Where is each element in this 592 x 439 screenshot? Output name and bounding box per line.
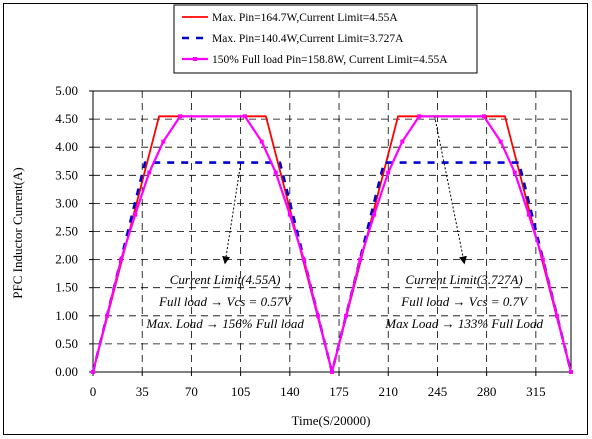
x-tick-label: 315 [526,384,546,399]
series-point [498,139,503,144]
series-point [273,170,278,175]
y-tick-label: 3.50 [55,167,78,182]
series-point [259,139,264,144]
x-tick-label: 140 [280,384,300,399]
y-tick-label: 5.00 [55,83,78,98]
series-point [400,139,405,144]
annotation-text: Max. Load → 156% Full load [145,316,304,331]
series-point [372,212,377,217]
x-tick-label: 70 [185,384,198,399]
y-tick-label: 1.00 [55,308,78,323]
series-lines [91,114,573,374]
series-point [105,313,110,318]
annotation-text: Full load → Vcs = 0.57V [158,294,293,309]
legend-label: Max. Pin=164.7W,Current Limit=4.55A [212,12,398,24]
series-line-2 [91,161,573,374]
series-point [526,212,531,217]
series-point [242,114,247,119]
annotation-text: Full load → Vcs = 0.7V [400,294,529,309]
annotation-text: Current Limit(3.727A) [406,272,523,287]
legend: Max. Pin=164.7W,Current Limit=4.55A Max. … [173,4,478,74]
x-tick-label: 245 [428,384,448,399]
gridlines [93,91,571,372]
legend-label: Max. Pin=140.4W,Current Limit=3.727A [212,33,404,45]
legend-box [173,4,478,74]
y-tick-label: 4.00 [55,139,78,154]
series-point [358,257,363,262]
series-point [330,370,334,374]
annotation-arrow [222,163,242,265]
chart-frame [3,3,588,435]
series-point [119,257,124,262]
axes [89,90,572,376]
legend-label: 150% Full load Pin=158.8W, Current Limit… [212,54,448,66]
series-point [287,212,292,217]
annotation-text: Current Limit(4.55A) [170,272,281,287]
y-tick-label: 0.00 [55,364,78,379]
legend-marker [193,57,197,61]
tick-labels: 0.00 0.50 1.00 1.50 2.00 2.50 3.00 3.50 4.00 4.50… [55,83,545,399]
series-line-1 [92,115,572,373]
x-tick-label: 105 [231,384,251,399]
x-axis-title: Time(S/20000) [292,413,371,428]
x-tick-label: 210 [378,384,398,399]
series-point [147,170,152,175]
series-point [481,114,486,119]
annotation-text: Max Load → 133% Full Load [384,316,543,331]
y-tick-label: 3.00 [55,195,78,210]
y-tick-label: 1.50 [55,280,78,295]
series-point [315,313,320,318]
series-point [344,313,349,318]
series-point [161,139,166,144]
x-tick-label: 35 [136,384,149,399]
series-point [133,212,138,217]
series-point [512,170,517,175]
y-tick-label: 4.50 [55,111,78,126]
series-point [178,114,183,119]
y-axis-title: PFC Inductor Current(A) [10,167,25,298]
series-point [540,257,545,262]
series-point [301,257,306,262]
y-tick-label: 2.50 [55,224,78,239]
x-tick-label: 280 [477,384,497,399]
series-line-3 [91,115,573,374]
series-point [554,313,559,318]
annotation-arrow [434,116,467,265]
series-point [569,370,573,374]
series-point [386,170,391,175]
x-tick-label: 0 [90,384,97,399]
y-tick-label: 0.50 [55,336,78,351]
series-point [417,114,422,119]
series-point [91,370,95,374]
y-tick-label: 2.00 [55,252,78,267]
annotations: Current Limit(4.55A) Full load → Vcs = 0.… [145,116,544,331]
x-tick-label: 175 [329,384,349,399]
